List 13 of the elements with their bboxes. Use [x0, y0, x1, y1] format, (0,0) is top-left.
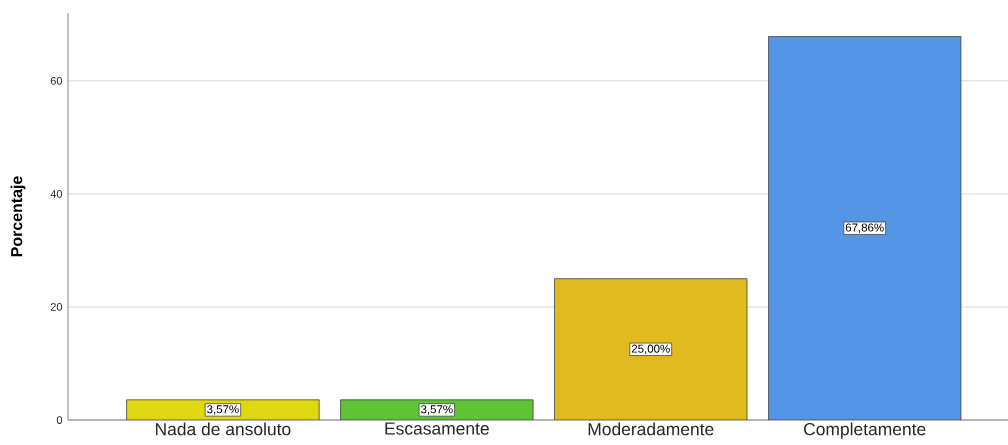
y-tick-label: 0 — [56, 416, 63, 424]
data-label: 67,86% — [845, 223, 884, 233]
data-label: 3,57% — [207, 405, 239, 415]
x-tick-label: Nada de ansoluto — [155, 422, 291, 436]
y-axis-title: Porcentaje — [10, 176, 26, 257]
data-label: 25,00% — [631, 344, 670, 355]
y-tick-label: 60 — [50, 76, 63, 85]
y-tick-label: 20 — [50, 303, 63, 311]
x-tick-label: Completamente — [804, 422, 926, 439]
data-label: 3,57% — [421, 405, 453, 415]
y-tick-label: 40 — [50, 190, 63, 198]
x-tick-label: Escasamente — [385, 422, 489, 435]
x-tick-label: Moderadamente — [588, 422, 714, 436]
